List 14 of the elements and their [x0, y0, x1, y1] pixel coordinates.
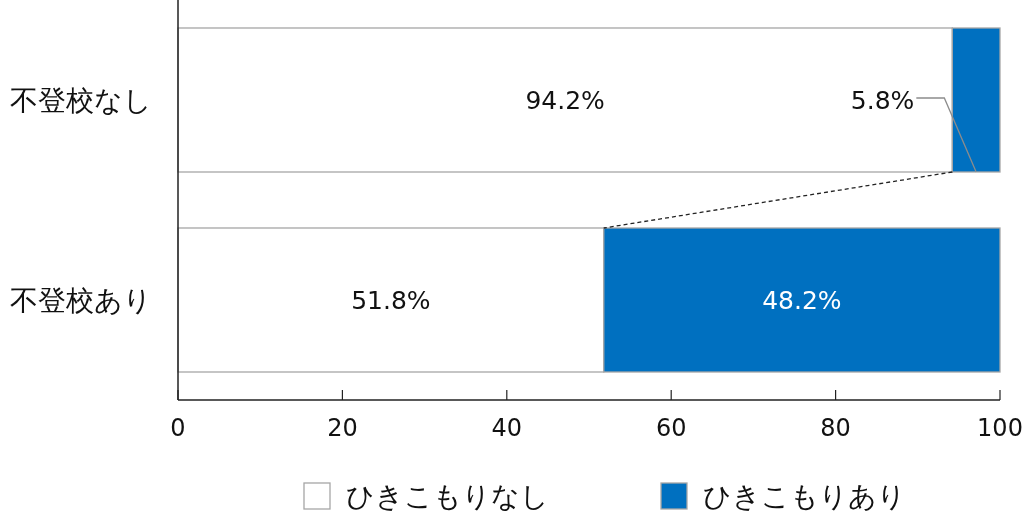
legend-label: ひきこもりあり	[703, 479, 906, 513]
data-label: 94.2%	[525, 85, 605, 115]
data-label: 48.2%	[762, 285, 842, 315]
x-tick-label: 40	[491, 414, 523, 442]
x-tick-label: 80	[820, 414, 851, 442]
x-tick-label: 20	[327, 414, 358, 442]
y-tick-label: 不登校なし	[10, 83, 152, 117]
y-tick-label: 不登校あり	[10, 283, 152, 317]
x-tick-label: 100	[977, 414, 1023, 442]
x-tick-label: 60	[655, 414, 687, 442]
x-tick-label: 0	[170, 414, 186, 442]
legend-label: ひきこもりなし	[346, 479, 549, 513]
data-label: 5.8%	[850, 85, 915, 115]
data-label: 51.8%	[351, 285, 431, 315]
